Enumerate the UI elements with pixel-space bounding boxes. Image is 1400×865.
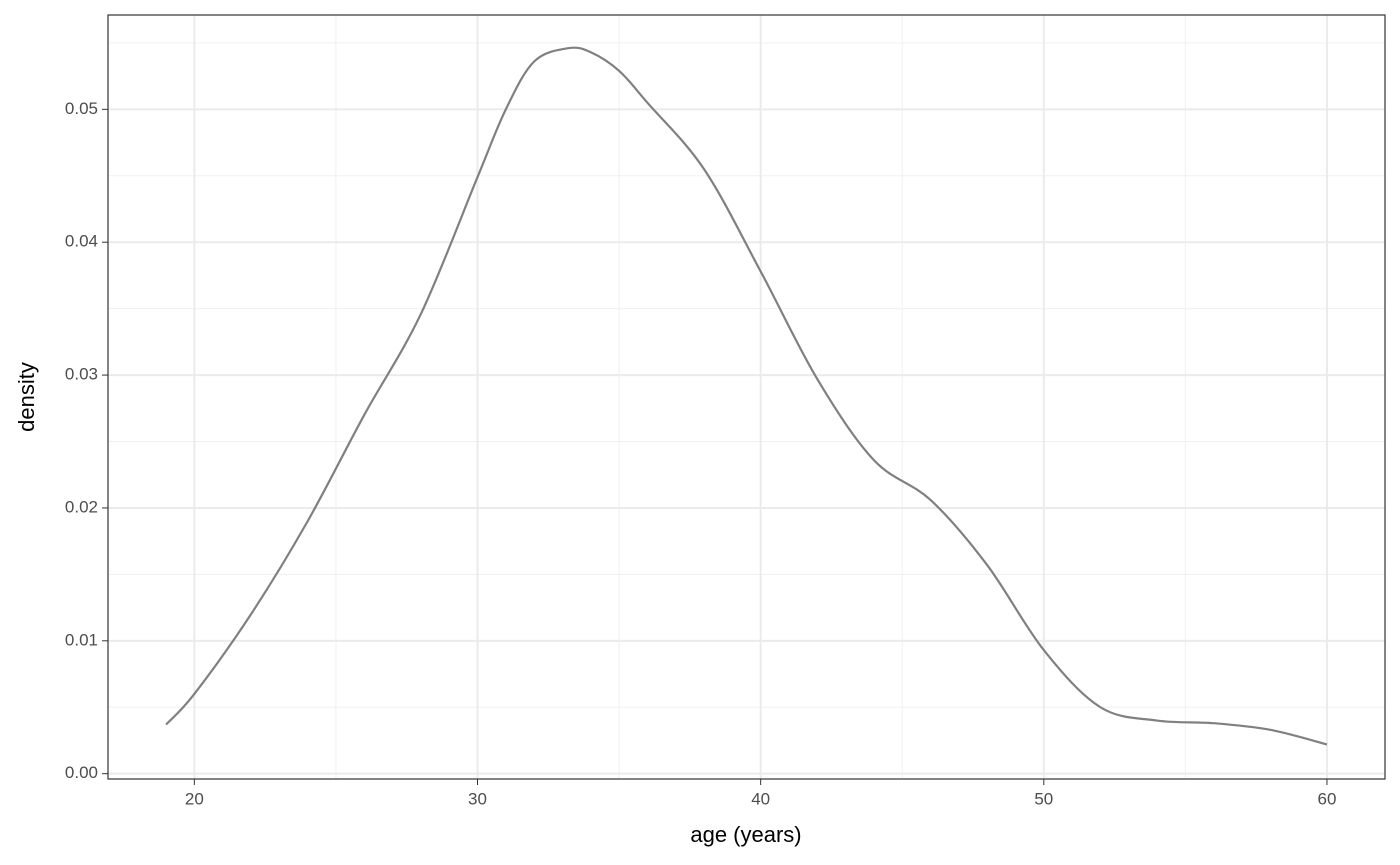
density-line <box>165 46 1328 746</box>
x-tick-label: 40 <box>751 789 770 808</box>
y-tick-label: 0.03 <box>65 365 98 384</box>
panel-border <box>107 14 1386 780</box>
y-tick-label: 0.00 <box>65 763 98 782</box>
y-tick-label: 0.05 <box>65 99 98 118</box>
y-tick-label: 0.01 <box>65 630 98 649</box>
y-axis-title: density <box>14 362 39 432</box>
y-tick-label: 0.04 <box>65 232 98 251</box>
x-tick-label: 20 <box>185 789 204 808</box>
x-tick-label: 30 <box>468 789 487 808</box>
x-tick-label: 60 <box>1317 789 1336 808</box>
x-axis-title: age (years) <box>690 822 801 847</box>
y-tick-label: 0.02 <box>65 497 98 516</box>
x-tick-label: 50 <box>1034 789 1053 808</box>
